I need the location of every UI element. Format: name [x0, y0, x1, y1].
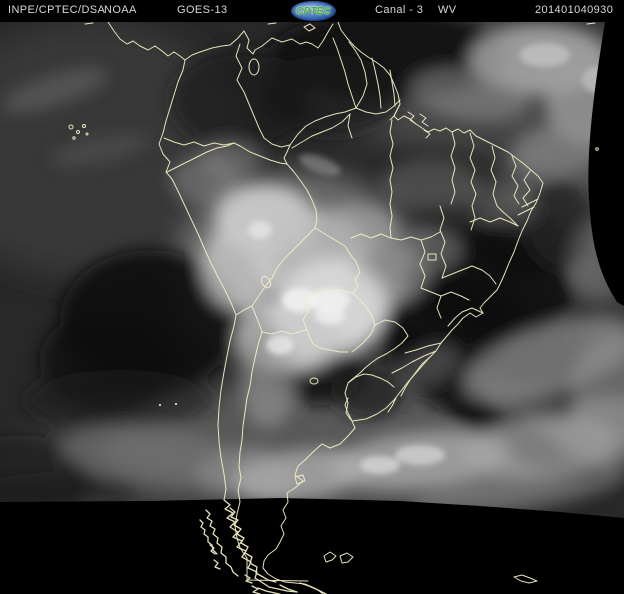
satellite-image	[0, 22, 624, 594]
satellite-label: GOES-13	[177, 4, 228, 16]
border-venezuela-brazil	[289, 107, 357, 146]
falkland-islands-west	[323, 551, 337, 563]
lagoa-mirim	[387, 397, 397, 413]
band-label: WV	[438, 4, 457, 16]
lake-maracaibo	[248, 58, 260, 76]
border-bolivia-brazil	[314, 227, 361, 294]
border-ecuador-peru	[166, 142, 235, 173]
coast-central-america	[107, 22, 334, 61]
coast-argentina	[262, 420, 356, 594]
falkland-islands-east	[339, 552, 354, 564]
border-bolivia-chile	[251, 305, 263, 333]
border-colombia-ecuador	[163, 137, 241, 147]
border-bolivia-argentina	[261, 329, 308, 335]
border-uruguay-argentina	[344, 382, 352, 421]
border-essequibo-west	[332, 37, 357, 109]
channel-label: Canal - 3	[375, 4, 424, 16]
border-essequibo-east	[348, 41, 368, 109]
noaa-label: NOAA	[104, 4, 137, 16]
border-argentina-brazil	[347, 319, 409, 384]
border-colombia-brazil	[283, 144, 291, 165]
coast-pacific	[158, 59, 237, 501]
patagonia-fjords	[199, 499, 327, 594]
map-borders	[68, 22, 599, 594]
border-guianas-brazil	[355, 99, 401, 115]
coastal-lagoon	[294, 474, 306, 485]
border-guyana-suriname	[371, 57, 382, 109]
scan-cutoff-area	[0, 498, 624, 594]
fernando-de-noronha	[595, 147, 599, 151]
border-suriname-guiana	[389, 69, 396, 107]
lagoa-dos-patos	[400, 356, 431, 397]
border-peru-chile	[235, 305, 253, 316]
timestamp-label: 201401040930	[535, 4, 614, 16]
border-paraguay-west	[302, 289, 354, 353]
earth-limb-edge	[588, 22, 624, 306]
border-colombia-peru	[239, 145, 288, 165]
top-edge-islands	[84, 22, 596, 25]
border-uruguay-brazil	[347, 373, 395, 388]
mar-chiquita	[309, 377, 319, 385]
agency-label: INPE/CPTEC/DSA	[8, 4, 106, 16]
cptec-logo: CPTEC	[291, 1, 336, 21]
south-georgia-island	[513, 574, 538, 584]
border-peru-brazil	[286, 163, 318, 229]
amazon-delta-channels	[407, 111, 431, 139]
cptec-logo-text: CPTEC	[296, 5, 331, 17]
brazil-state-borders	[291, 113, 539, 374]
border-venezuela-colombia	[235, 43, 291, 148]
lake-titicaca	[260, 275, 272, 289]
cloud-blobs	[0, 22, 624, 525]
border-peru-bolivia	[251, 227, 316, 307]
border-amapa	[389, 103, 401, 121]
header-bar: INPE/CPTEC/DSA NOAA GOES-13 CPTEC Canal …	[0, 0, 624, 22]
galapagos-islands	[68, 124, 89, 140]
trinidad-island	[303, 23, 316, 32]
noise-specks	[159, 403, 177, 406]
